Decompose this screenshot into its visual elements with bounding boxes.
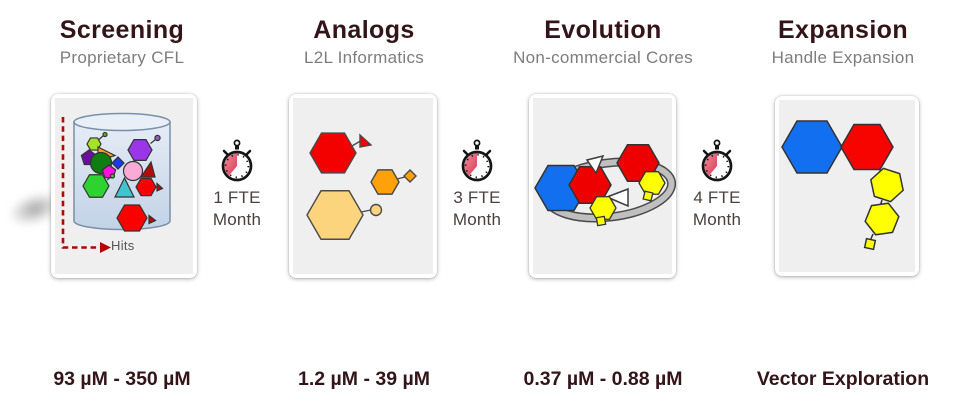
stage-1-metrics: 93 µM - 350 µM LE: 0.48 - 0.37 [12, 309, 232, 409]
stopwatch-icon [701, 139, 733, 182]
fte-amount: 1 FTE [213, 188, 261, 207]
light-orange-hexagon-fragment [306, 190, 383, 240]
fte-timer-2: 3 FTE Month [432, 138, 522, 230]
yellow-hexagon [638, 171, 666, 195]
fte-duration-label: 3 FTE Month [432, 187, 522, 230]
compound-library-cylinder [61, 112, 171, 253]
stage-title: Expansion [777, 16, 909, 44]
fte-unit: Month [452, 209, 502, 229]
stopwatch-icon [461, 139, 493, 182]
cycle-arrowheads [585, 154, 629, 208]
stage-subtitle: Handle Expansion [771, 48, 915, 67]
hits-label: Hits [111, 238, 135, 253]
metric-line: 1.2 µM - 39 µM [298, 368, 430, 390]
red-hexagon [840, 123, 894, 171]
metric-line: Vector Exploration [756, 368, 930, 390]
stage-2-illustration-panel [289, 94, 437, 278]
fte-amount: 3 FTE [453, 188, 501, 207]
fte-duration-label: 1 FTE Month [192, 187, 282, 230]
stage-4-header: Expansion Handle Expansion [733, 15, 953, 69]
evolution-cycle [534, 144, 676, 227]
stage-2-metrics: 1.2 µM - 39 µM LE: 0.59 - 0.51 [254, 309, 474, 409]
stage-subtitle: Proprietary CFL [59, 48, 185, 67]
yellow-hexagon [864, 202, 900, 236]
fte-unit: Month [692, 209, 742, 229]
yellow-hexagon [589, 196, 617, 220]
yellow-hexagon [870, 167, 904, 203]
stopwatch-icon [221, 139, 253, 182]
stage-3-illustration-panel [529, 94, 676, 278]
metric-line: 93 µM - 350 µM [53, 368, 191, 390]
stage-1-header: Screening Proprietary CFL [12, 15, 232, 69]
blue-hexagon [781, 120, 843, 174]
fte-timer-1: 1 FTE Month [192, 138, 282, 230]
stage-subtitle: Non-commercial Cores [513, 48, 693, 67]
yellow-square-fragment [863, 237, 877, 251]
stage-4-illustration-panel [775, 96, 919, 276]
fte-duration-label: 4 FTE Month [672, 187, 762, 230]
stage-title: Screening [59, 16, 185, 44]
metric-line: 0.37 µM - 0.88 µM [523, 368, 683, 390]
stage-title: Evolution [544, 16, 662, 44]
stage-3-header: Evolution Non-commercial Cores [483, 15, 723, 69]
stage-1-illustration-panel: Hits [51, 94, 197, 278]
panel-background [293, 98, 433, 274]
hits-arrow [61, 117, 111, 253]
fte-unit: Month [212, 209, 262, 229]
analog-fragments [306, 132, 417, 240]
stage-4-metrics: Vector Exploration Selectivity Focus In … [733, 309, 953, 409]
orange-hexagon-fragment [370, 169, 417, 195]
fte-amount: 4 FTE [693, 188, 741, 207]
red-hexagon-fragment [309, 132, 373, 174]
stage-title: Analogs [313, 16, 415, 44]
stage-3-metrics: 0.37 µM - 0.88 µM LE: 0.61 - 0.58 SI: 1 … [493, 309, 713, 409]
stage-2-header: Analogs L2L Informatics [254, 15, 474, 69]
fte-timer-3: 4 FTE Month [672, 138, 762, 230]
fragment-shapes [80, 131, 164, 232]
stage-subtitle: L2L Informatics [303, 48, 425, 67]
expansion-molecule-chain [781, 120, 904, 251]
